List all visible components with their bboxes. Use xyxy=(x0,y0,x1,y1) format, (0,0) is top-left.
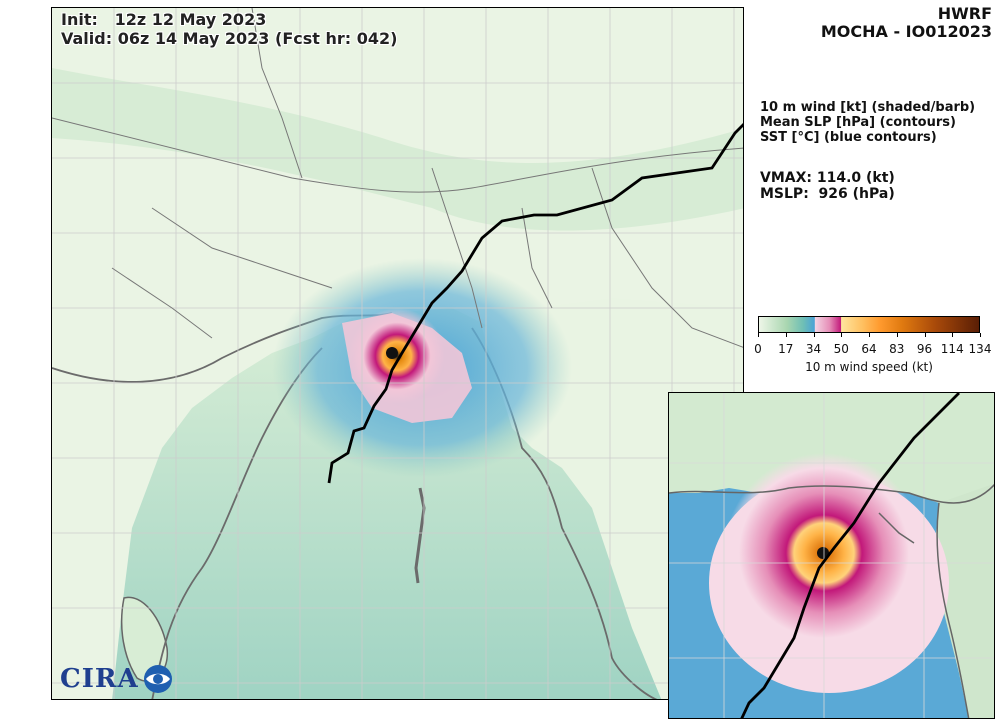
colorbar-tick-mark xyxy=(785,333,787,337)
inset-map-svg xyxy=(669,393,994,718)
forecast-track xyxy=(327,123,743,484)
vmax-value: VMAX: 114.0 (kt) xyxy=(760,170,895,186)
graticule xyxy=(52,8,743,699)
field-wind: 10 m wind [kt] (shaded/barb) xyxy=(760,100,976,115)
model-name: HWRF xyxy=(937,4,992,23)
colorbar-tick-label: 0 xyxy=(754,342,762,356)
colorbar-tick-label: 17 xyxy=(778,342,794,356)
colorbar-tick-mark xyxy=(952,333,954,337)
colorbar-tick-label: 83 xyxy=(889,342,905,356)
storm-eye xyxy=(386,347,398,359)
storm-name: MOCHA - IO012023 xyxy=(820,22,992,41)
colorbar-label: 10 m wind speed (kt) xyxy=(805,360,933,374)
field-slp: Mean SLP [hPa] (contours) xyxy=(760,115,956,130)
inset-storm-eye xyxy=(817,547,829,559)
colorbar-tick-mark xyxy=(758,333,759,337)
inset-coastline xyxy=(669,483,994,718)
colorbar-tick-mark xyxy=(924,333,926,337)
cira-logo-text: CIRA xyxy=(60,664,139,694)
colorbar-tick-mark xyxy=(980,333,981,337)
country-borders xyxy=(52,8,743,348)
colorbar-tick-label: 96 xyxy=(916,342,933,356)
cira-logo: CIRA xyxy=(60,664,173,694)
colorbar-tick-label: 64 xyxy=(861,342,877,356)
colorbar xyxy=(758,316,980,333)
inset-graticule xyxy=(669,393,994,718)
terrain-band xyxy=(52,68,743,231)
colorbar-tick-mark xyxy=(896,333,898,337)
main-map-svg xyxy=(52,8,743,699)
colorbar-tick-label: 134 xyxy=(968,342,992,356)
colorbar-tick-label: 34 xyxy=(805,342,822,356)
main-map xyxy=(51,7,744,700)
inset-map xyxy=(668,392,995,719)
colorbar-tick-label: 114 xyxy=(940,342,964,356)
colorbar-tick-mark xyxy=(813,333,815,337)
mslp-value: MSLP: 926 (hPa) xyxy=(760,186,895,202)
inset-land-north xyxy=(669,393,994,513)
andaman-islands xyxy=(414,487,426,584)
colorbar-tick-label: 50 xyxy=(833,342,849,356)
valid-time: Valid: 06z 14 May 2023 (Fcst hr: 042) xyxy=(61,29,398,48)
init-time: Init: 12z 12 May 2023 xyxy=(61,10,267,29)
field-sst: SST [°C] (blue contours) xyxy=(760,130,937,145)
inset-forecast-track xyxy=(740,393,960,718)
inset-land-east xyxy=(934,483,994,718)
colorbar-tick-mark xyxy=(841,333,843,337)
noaa-logo-icon xyxy=(143,665,172,693)
colorbar-tick-mark xyxy=(869,333,870,337)
